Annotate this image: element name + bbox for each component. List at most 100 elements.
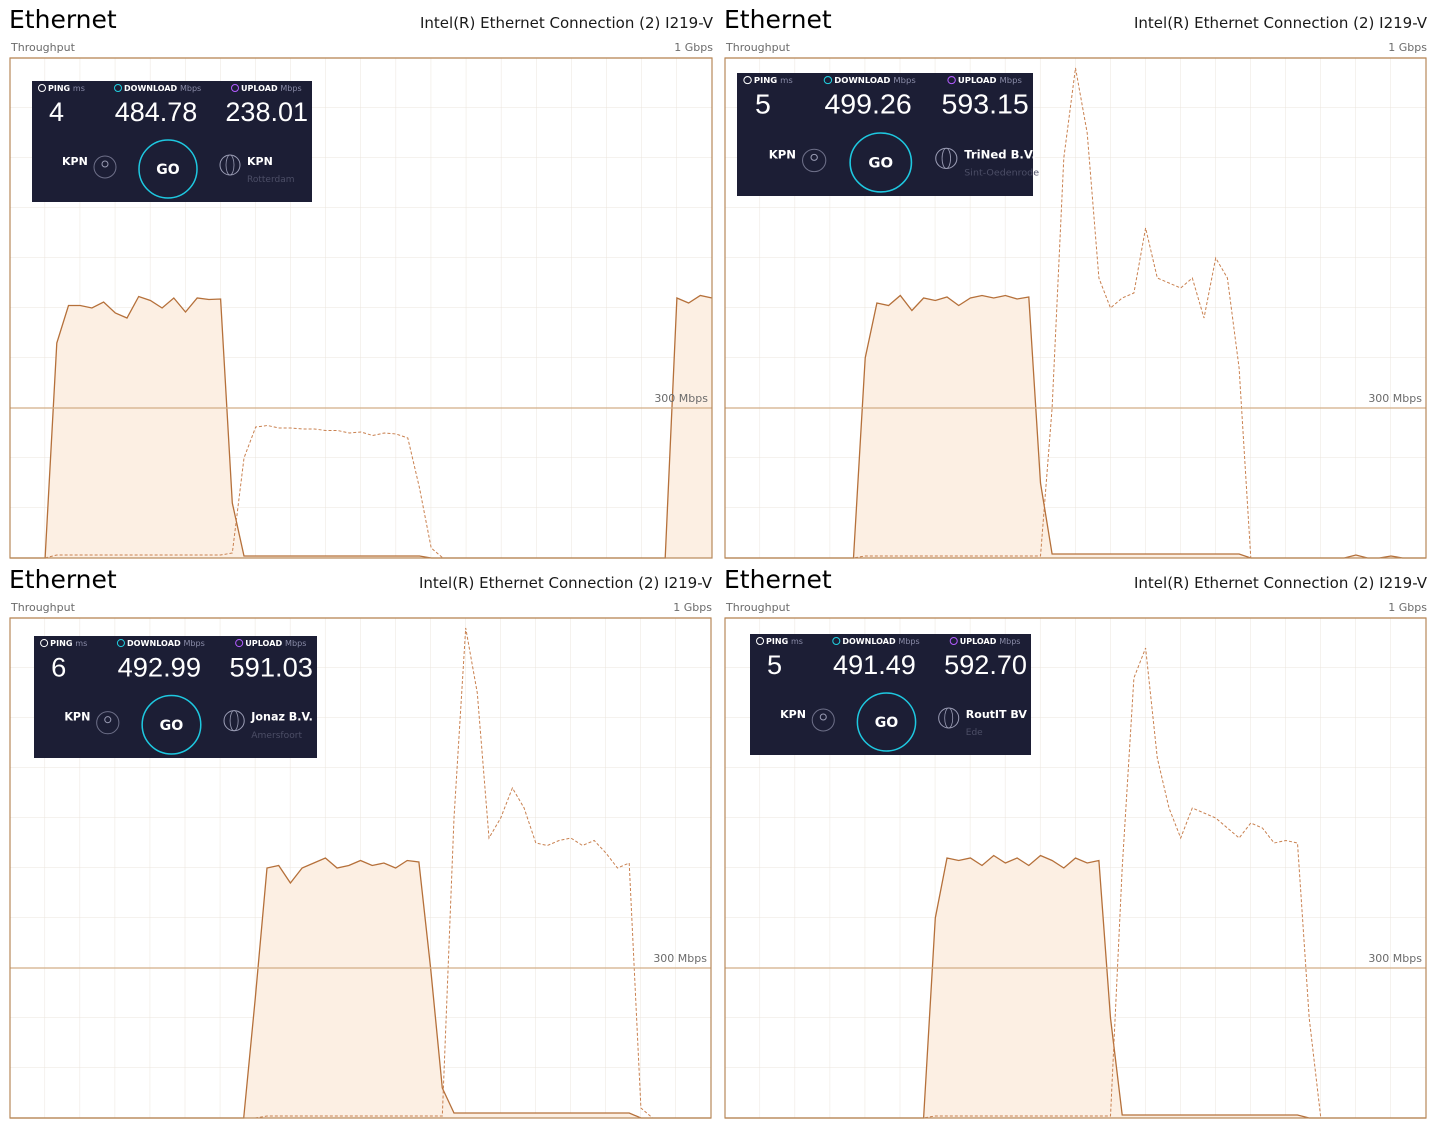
area-fill bbox=[725, 295, 1426, 558]
server-name: Jonaz B.V. bbox=[250, 711, 313, 724]
metric-label: PING bbox=[48, 84, 70, 93]
chart-title: Ethernet bbox=[724, 5, 832, 34]
adapter-name: Intel(R) Ethernet Connection (2) I219-V bbox=[420, 14, 714, 32]
plot-border bbox=[724, 57, 1427, 559]
metric-label: DOWNLOAD bbox=[124, 84, 178, 93]
y-tick-label: 1 Gbps bbox=[1388, 601, 1427, 614]
metric-unit: Mbps bbox=[180, 84, 201, 93]
chart-panel: Ethernet Intel(R) Ethernet Connection (2)… bbox=[9, 5, 714, 559]
go-label: GO bbox=[156, 162, 179, 178]
isp-name: KPN bbox=[62, 155, 88, 168]
user-icon bbox=[811, 708, 835, 732]
metric-label: DOWNLOAD bbox=[834, 75, 890, 85]
metric-header: PING ms bbox=[766, 637, 803, 646]
user-icon bbox=[802, 148, 827, 173]
go-label: GO bbox=[160, 718, 184, 734]
server-name: RoutIT BV bbox=[966, 708, 1028, 721]
metric-header: DOWNLOAD Mbps bbox=[124, 84, 201, 93]
metric-header: DOWNLOAD Mbps bbox=[127, 639, 205, 648]
server-icon-globe bbox=[944, 707, 954, 729]
metric-unit: ms bbox=[780, 75, 793, 85]
adapter-name: Intel(R) Ethernet Connection (2) I219-V bbox=[419, 574, 713, 592]
metric-icon bbox=[743, 76, 752, 85]
metric-icon bbox=[832, 637, 841, 645]
metric-unit: Mbps bbox=[893, 75, 915, 85]
metric-label: PING bbox=[766, 637, 788, 646]
plot-border bbox=[9, 617, 712, 1119]
area-fill bbox=[725, 855, 1426, 1118]
server-icon-globe bbox=[941, 147, 951, 169]
y-tick-label: 300 Mbps bbox=[654, 392, 708, 405]
server-city: Amersfoort bbox=[251, 731, 302, 741]
user-icon bbox=[93, 155, 117, 179]
plot-border bbox=[724, 617, 1427, 1119]
y-tick-label: 1 Gbps bbox=[673, 601, 712, 614]
metric-icon bbox=[947, 76, 956, 85]
download-value: 492.99 bbox=[118, 651, 201, 682]
go-button[interactable] bbox=[849, 132, 913, 193]
y-axis-label: Throughput bbox=[725, 41, 791, 54]
y-tick-label: 300 Mbps bbox=[1368, 952, 1422, 965]
ping-value: 6 bbox=[51, 651, 66, 682]
chart-title: Ethernet bbox=[9, 565, 117, 594]
metric-label: UPLOAD bbox=[241, 84, 278, 93]
metric-unit: Mbps bbox=[1000, 75, 1022, 85]
upload-value: 592.70 bbox=[944, 650, 1027, 680]
metric-header: DOWNLOAD Mbps bbox=[834, 75, 915, 85]
metric-unit: Mbps bbox=[285, 639, 306, 648]
metric-unit: Mbps bbox=[280, 84, 301, 93]
user-icon bbox=[96, 711, 120, 735]
user-icon-head bbox=[104, 716, 112, 724]
metric-header: UPLOAD Mbps bbox=[960, 637, 1021, 646]
y-axis-label: Throughput bbox=[10, 601, 76, 614]
metric-icon bbox=[823, 76, 833, 85]
chart-panel: Ethernet Intel(R) Ethernet Connection (2)… bbox=[724, 565, 1428, 1119]
server-icon-globe bbox=[229, 710, 239, 732]
go-button[interactable] bbox=[138, 139, 198, 199]
upload-value: 591.03 bbox=[229, 651, 312, 682]
server-city: Sint-Oedenrode bbox=[964, 168, 1039, 179]
metric-icon bbox=[116, 639, 125, 648]
server-icon-globe bbox=[225, 154, 235, 176]
server-city: Ede bbox=[966, 728, 983, 738]
isp-name: KPN bbox=[769, 148, 796, 162]
go-label: GO bbox=[868, 156, 893, 172]
metric-unit: ms bbox=[791, 637, 803, 646]
y-tick-label: 1 Gbps bbox=[674, 41, 713, 54]
metric-header: UPLOAD Mbps bbox=[958, 75, 1022, 85]
download-value: 484.78 bbox=[115, 97, 198, 127]
ping-value: 4 bbox=[49, 97, 64, 127]
server-name: TriNed B.V. bbox=[964, 148, 1035, 162]
metric-label: UPLOAD bbox=[960, 637, 997, 646]
metric-header: PING ms bbox=[50, 639, 87, 648]
isp-name: KPN bbox=[64, 711, 90, 724]
go-button[interactable] bbox=[856, 692, 917, 752]
user-icon-head bbox=[819, 713, 827, 721]
download-value: 491.49 bbox=[833, 650, 916, 680]
user-icon-head bbox=[810, 153, 818, 161]
metric-header: DOWNLOAD Mbps bbox=[842, 637, 919, 646]
y-tick-label: 1 Gbps bbox=[1388, 41, 1427, 54]
metric-header: PING ms bbox=[754, 75, 793, 85]
y-tick-label: 300 Mbps bbox=[1368, 392, 1422, 405]
area-fill bbox=[10, 858, 711, 1118]
metric-label: DOWNLOAD bbox=[842, 637, 896, 646]
metric-header: UPLOAD Mbps bbox=[245, 639, 306, 648]
metric-icon bbox=[949, 637, 958, 645]
metric-label: DOWNLOAD bbox=[127, 639, 181, 648]
metric-icon bbox=[114, 84, 122, 92]
ping-value: 5 bbox=[755, 89, 771, 119]
metric-header: UPLOAD Mbps bbox=[241, 84, 302, 93]
metric-header: PING ms bbox=[48, 84, 85, 93]
user-icon-head bbox=[101, 160, 109, 168]
chart-title: Ethernet bbox=[9, 5, 117, 34]
y-axis-label: Throughput bbox=[10, 41, 76, 54]
adapter-name: Intel(R) Ethernet Connection (2) I219-V bbox=[1134, 14, 1428, 32]
go-button[interactable] bbox=[141, 694, 202, 755]
adapter-name: Intel(R) Ethernet Connection (2) I219-V bbox=[1134, 574, 1428, 592]
metric-unit: Mbps bbox=[898, 637, 919, 646]
metric-unit: Mbps bbox=[183, 639, 204, 648]
